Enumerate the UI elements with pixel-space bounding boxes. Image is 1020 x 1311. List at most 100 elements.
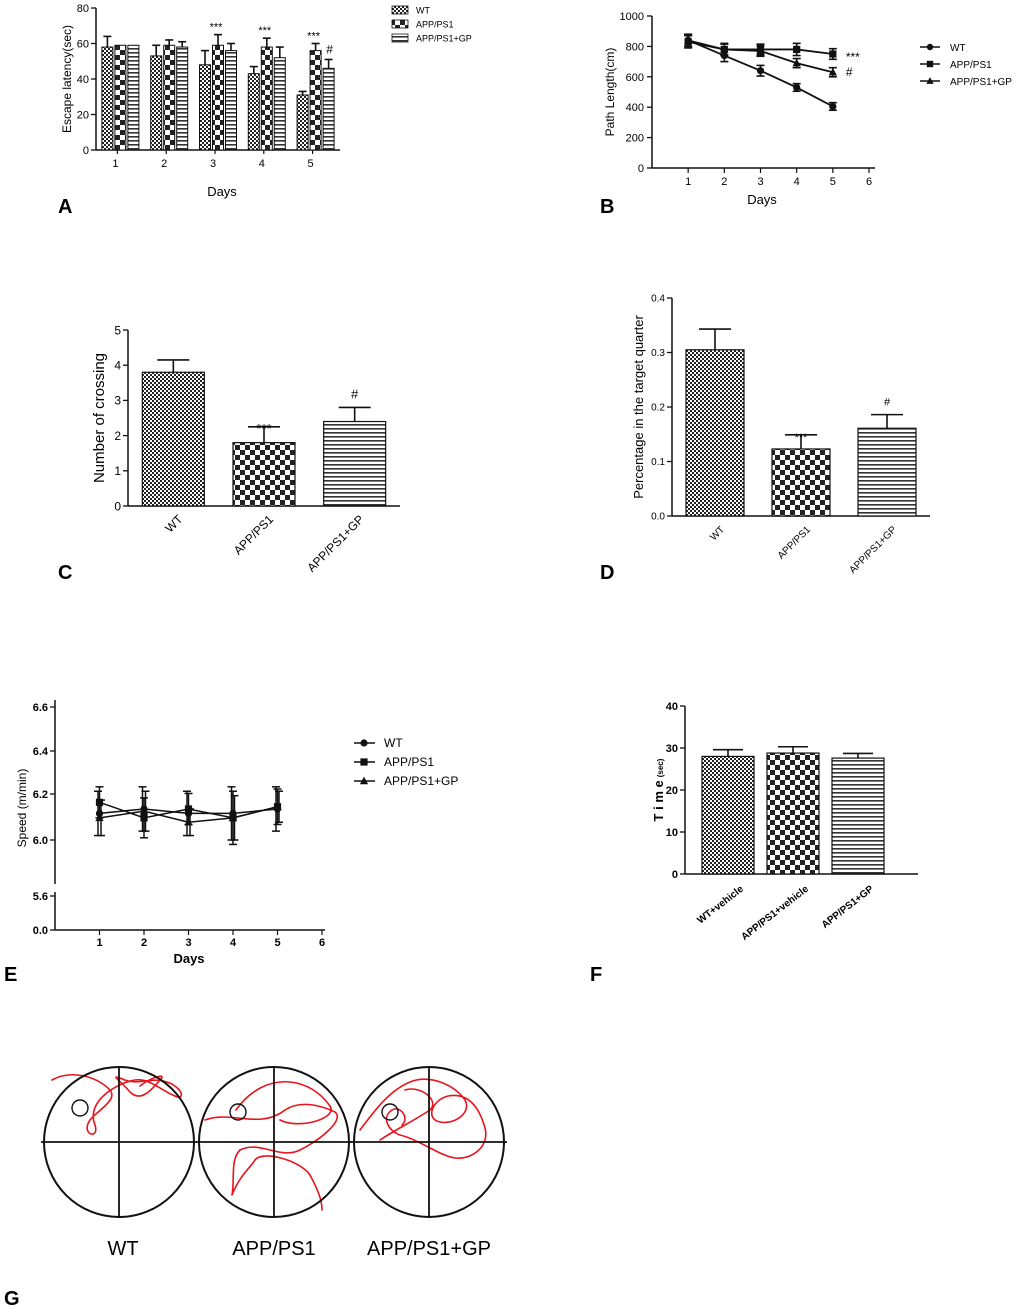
chart-e-legend-label: APP/PS1 [384, 755, 434, 769]
chart-e-legend-label: APP/PS1+GP [384, 774, 458, 788]
chart-e-point [95, 798, 104, 806]
chart-f-y-tick-label: 30 [666, 743, 678, 755]
chart-a-x-tick-label: 2 [161, 158, 167, 170]
chart-d-bar [685, 349, 745, 517]
chart-a-x-tick-label: 5 [308, 158, 314, 170]
chart-e-y-tick-label: 6.4 [33, 746, 49, 758]
chart-d-y-tick-label: 0.3 [651, 348, 665, 359]
chart-f-bar [701, 755, 755, 875]
chart-d-bar [857, 427, 917, 517]
chart-b-y-tick-label: 800 [626, 41, 644, 53]
chart-c-y-tick-label: 4 [114, 359, 121, 373]
chart-e-x-tick-label: 2 [141, 937, 147, 949]
chart-b-point [792, 58, 801, 67]
chart-a-bar [309, 50, 322, 151]
chart-e-x-tick-label: 6 [319, 937, 325, 949]
chart-e-point [228, 813, 238, 822]
swim-track-path [51, 1074, 183, 1135]
chart-a-y-tick-label: 60 [77, 38, 89, 50]
chart-a-legend-swatch [391, 5, 409, 15]
chart-c-y-tick-label: 1 [114, 464, 121, 478]
track-label: APP/PS1+GP [367, 1238, 491, 1260]
panel-label-c: C [58, 562, 73, 584]
chart-a-legend-swatch [391, 19, 409, 29]
panel-label-g: G [4, 1288, 20, 1310]
chart-b-y-label: Path Length(cm) [603, 48, 617, 137]
panel-label-e: E [4, 964, 18, 986]
chart-d-y-label: Percentage in the target quarter [631, 315, 646, 499]
chart-e-y-tick-label: 5.6 [33, 891, 48, 903]
chart-b-legend-label: WT [950, 43, 966, 54]
chart-b-x-tick-label: 2 [721, 176, 727, 188]
chart-a-bar [247, 73, 260, 151]
chart-e-legend-marker [360, 758, 368, 766]
track-plots: WT APP/PS1 APP/PS1+GP [41, 1066, 507, 1260]
chart-a-legend-label: APP/PS1 [416, 20, 454, 30]
chart-a-bar [150, 55, 163, 151]
chart-e-y-tick-label: 0.0 [33, 925, 48, 937]
chart-a-bar [296, 94, 309, 151]
chart-f-y-tick-label: 20 [666, 785, 678, 797]
chart-c-y-tick-label: 5 [114, 323, 121, 337]
chart-b-point [756, 46, 765, 55]
chart-a-bar [273, 57, 286, 151]
chart-b: 0 200 400 600 800 1000 1 2 3 4 5 6 Path Length(cm) Da… [603, 11, 1012, 207]
chart-a-legend-label: APP/PS1+GP [416, 34, 472, 44]
chart-d-annotation: *** [795, 432, 809, 444]
chart-f-x-tick-label: APP/PS1+GP [820, 883, 876, 930]
panel-label-b: B [600, 196, 615, 218]
chart-d-bar [771, 448, 831, 517]
chart-b-annotation: *** [846, 50, 860, 64]
track-label: APP/PS1 [232, 1238, 315, 1260]
swim-track-path [204, 1080, 338, 1211]
chart-a-legend-swatch [391, 33, 409, 43]
chart-b-x-label: Days [747, 192, 777, 207]
chart-f-y-label-unit: (sec) [656, 758, 665, 777]
chart-d-y-tick-label: 0.2 [651, 403, 665, 414]
chart-a-bar [127, 44, 140, 151]
chart-a-y-tick-label: 80 [77, 3, 89, 15]
chart-c-x-tick-label: WT [162, 512, 186, 536]
chart-d-annotation: # [884, 397, 891, 409]
chart-f-y-label: T i m e(sec) [651, 758, 666, 821]
chart-e-x-tick-label: 1 [96, 937, 102, 949]
chart-a-x-label: Days [207, 184, 237, 199]
chart-b-y-tick-label: 600 [626, 72, 644, 84]
chart-b-point [829, 102, 837, 111]
chart-a-bar [163, 44, 176, 151]
chart-a-annotation: *** [307, 31, 321, 43]
chart-d-x-tick-label: WT [708, 524, 727, 543]
chart-a-x-tick-label: 3 [210, 158, 216, 170]
platform-target-icon [71, 1099, 89, 1117]
chart-f-bar [766, 752, 820, 875]
chart-e-point [95, 813, 104, 822]
chart-c-bar [323, 420, 387, 507]
chart-c-bar [141, 371, 205, 507]
chart-a-annotation: *** [210, 22, 224, 34]
chart-a-y-tick-label: 0 [83, 145, 89, 157]
chart-b-point [793, 83, 801, 92]
panel-label-a: A [58, 196, 73, 218]
chart-d-y-tick-label: 0.0 [651, 512, 665, 523]
chart-e-x-tick-label: 4 [230, 937, 237, 949]
chart-a-bar [199, 64, 211, 151]
chart-e-point [139, 806, 149, 815]
chart-b-point [793, 45, 801, 54]
chart-a-bar [260, 46, 273, 151]
chart-e-y-tick-label: 6.6 [33, 702, 48, 714]
chart-c: 0 1 2 3 4 5 Number of crossing WT *** APP/PS1 # APP… [91, 323, 400, 575]
chart-e-legend-label: WT [384, 736, 403, 750]
chart-f-x-tick-label: APP/PS1+vehicle [739, 883, 811, 942]
chart-a-y-tick-label: 40 [77, 74, 89, 86]
chart-c-x-tick-label: APP/PS1+GP [304, 512, 366, 574]
chart-a-y-label: Escape latency(sec) [60, 25, 74, 133]
chart-c-bar [232, 442, 296, 507]
chart-e-legend-marker [359, 776, 369, 785]
chart-d: 0.0 0.1 0.2 0.3 0.4 Percentage in the target … [631, 294, 930, 576]
chart-b-point [720, 45, 729, 53]
chart-b-legend-label: APP/PS1+GP [950, 77, 1012, 88]
chart-e-point [273, 802, 282, 810]
chart-b-x-tick-label: 6 [866, 176, 872, 188]
